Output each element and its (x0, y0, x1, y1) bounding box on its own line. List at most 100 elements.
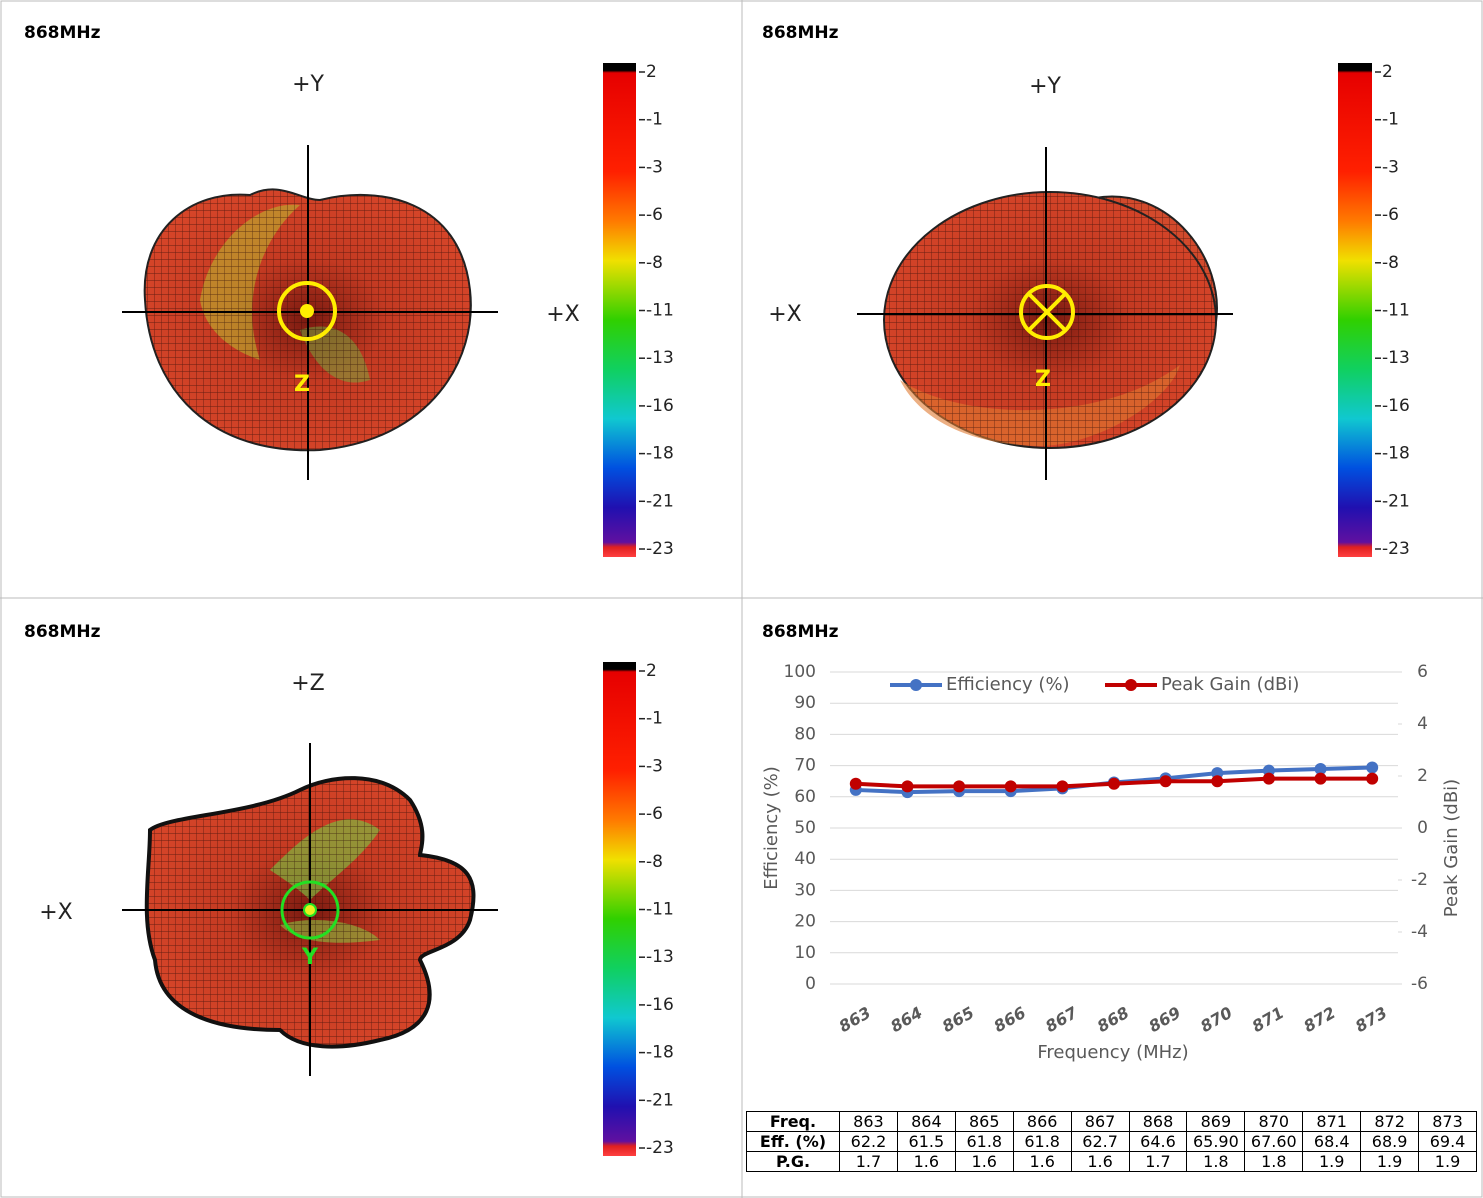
x-tick-label: 864 (887, 1003, 925, 1036)
axis-symbol (300, 304, 314, 318)
line-chart: 0 10 20 30 40 50 60 70 80 90 100 -6 -4 -2 0 2 4 6 863 864 86… (784, 662, 1428, 1036)
colorbar-tick-label: -13 (1382, 348, 1410, 368)
row-header: Freq. (746, 1111, 840, 1132)
y2-axis-title: Peak Gain (dBi) (1441, 779, 1462, 917)
axis-symbol (1019, 284, 1075, 340)
legend-label: Efficiency (%) (946, 674, 1070, 695)
table-cell: 61.8 (954, 1131, 1014, 1152)
colorbar-tick-label: -23 (1382, 539, 1410, 559)
row-header: P.G. (746, 1151, 840, 1172)
row-header: Eff. (%) (746, 1131, 840, 1152)
table-cell: 869 (1186, 1111, 1246, 1132)
data-table: Freq. 863 864 865 866 867 868 869 870 871 872 873 Ef… (746, 1111, 1477, 1172)
axis-symbol (1027, 292, 1067, 332)
table-cell: 62.2 (839, 1131, 898, 1152)
colorbar (603, 662, 636, 1156)
y2-tick-label: 4 (1417, 714, 1428, 734)
colorbar-tick-label: -1 (1382, 110, 1399, 130)
table-cell: 865 (954, 1111, 1014, 1132)
y2-tick-label: -2 (1411, 870, 1428, 890)
axis-symbol (277, 281, 337, 341)
colorbar-tick-label: -23 (646, 1138, 674, 1158)
x-tick-label: 866 (991, 1003, 1029, 1036)
table-cell: 866 (1012, 1111, 1072, 1132)
data-point (953, 780, 966, 793)
colorbar-tick-label: -21 (646, 491, 674, 511)
x-tick-label: 871 (1249, 1003, 1287, 1036)
y2-tick-label: 0 (1417, 818, 1428, 838)
colorbar-tick-label: 2 (646, 62, 657, 82)
data-point (1314, 772, 1327, 785)
axis-label: +X (768, 302, 802, 327)
table-cell: 1.6 (896, 1151, 956, 1172)
panel-title: 868MHz (24, 622, 101, 642)
table-cell: 871 (1302, 1111, 1362, 1132)
data-point (1262, 772, 1275, 785)
pattern-panel: 868MHz +Y +X Z (24, 23, 636, 557)
table-cell: 62.7 (1070, 1131, 1130, 1152)
colorbar-tick-label: -6 (646, 804, 663, 824)
data-point (1004, 780, 1017, 793)
y2-tick-label: -6 (1411, 974, 1428, 994)
axis-symbol (280, 880, 340, 940)
colorbar-tick-label: -21 (1382, 491, 1410, 511)
colorbar-tick-label: -18 (646, 1043, 674, 1063)
table-cell: 1.9 (1360, 1151, 1420, 1172)
colorbar-tick-label: -8 (646, 852, 663, 872)
table-cell: 864 (896, 1111, 956, 1132)
colorbar-tick-label: -1 (646, 709, 663, 729)
colorbar-tick-label: -21 (646, 1090, 674, 1110)
colorbar-tick-label: -13 (646, 348, 674, 368)
data-point (901, 780, 914, 793)
axis-label: +Y (1029, 74, 1061, 99)
axis-symbol (303, 903, 317, 917)
colorbar-tick-label: -13 (646, 947, 674, 967)
table-cell: 867 (1070, 1111, 1130, 1132)
x-tick-label: 870 (1197, 1003, 1235, 1036)
table-row: Eff. (%) 62.2 61.5 61.8 61.8 62.7 64.6 65.90 67.… (746, 1131, 1477, 1152)
x-tick-label: 865 (939, 1003, 977, 1036)
table-row: P.G. 1.7 1.6 1.6 1.6 1.6 1.7 1.8 1.8 1.9 1.9 1.9 (746, 1151, 1477, 1172)
panel-title: 868MHz (762, 23, 839, 43)
y-tick-label: 100 (784, 662, 816, 682)
table-cell: 68.4 (1302, 1131, 1362, 1152)
y-tick-label: 20 (794, 912, 816, 932)
y-tick-label: 90 (794, 693, 816, 713)
panel-title: 868MHz (762, 622, 839, 642)
colorbar (1338, 63, 1372, 557)
table-cell: 872 (1360, 1111, 1420, 1132)
data-point (1056, 780, 1069, 793)
x-tick-label: 873 (1352, 1003, 1390, 1036)
y-tick-label: 40 (794, 849, 816, 869)
table-cell: 873 (1418, 1111, 1477, 1132)
table-row: Freq. 863 864 865 866 867 868 869 870 871 872 873 (746, 1111, 1477, 1132)
data-point (1314, 763, 1327, 776)
colorbar-tick-label: -6 (1382, 205, 1399, 225)
data-point (1108, 777, 1120, 790)
colorbar-tick-label: -3 (1382, 157, 1399, 177)
axis-label: +X (546, 302, 580, 327)
y-tick-label: 10 (794, 943, 816, 963)
table-cell: 64.6 (1128, 1131, 1188, 1152)
table-cell: 1.8 (1186, 1151, 1246, 1172)
colorbar-tick-label: -3 (646, 157, 663, 177)
colorbar-tick-label: -11 (1382, 301, 1410, 321)
y2-tick-label: 6 (1417, 662, 1428, 682)
y-tick-label: 0 (805, 974, 816, 994)
pattern-panel: 868MHz +Z +X Y (24, 622, 636, 1156)
legend-swatch (1125, 679, 1137, 691)
legend-swatch (910, 679, 922, 691)
colorbar-tick-label: -18 (1382, 444, 1410, 464)
axis-label: +Z (291, 671, 325, 696)
x-tick-label: 867 (1042, 1002, 1081, 1036)
pattern-panel: 868MHz +Y +X Z (762, 23, 1372, 557)
table-cell: 68.9 (1360, 1131, 1420, 1152)
colorbar-tick-label: -16 (646, 396, 674, 416)
table-cell: 1.7 (1128, 1151, 1188, 1172)
table-cell: 1.9 (1302, 1151, 1362, 1172)
colorbar-tick-label: -16 (646, 995, 674, 1015)
colorbar-tick-label: -8 (646, 253, 663, 273)
y-tick-label: 80 (794, 724, 816, 744)
table-cell: 1.6 (1012, 1151, 1072, 1172)
axis-label: Y (301, 945, 319, 970)
